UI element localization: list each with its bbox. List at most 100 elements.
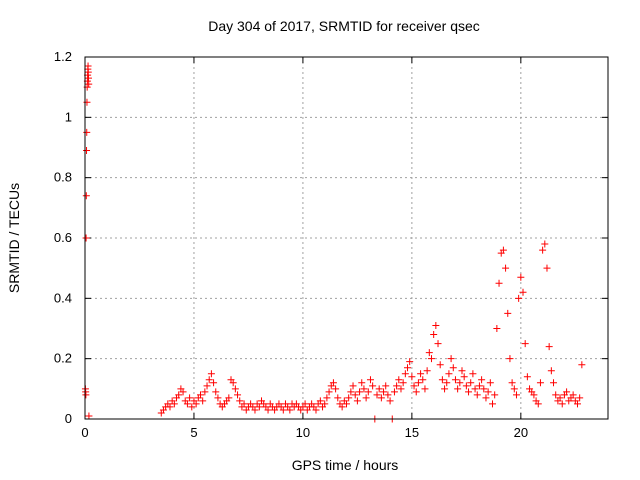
data-point (334, 394, 342, 402)
data-point (240, 400, 248, 408)
data-point (456, 379, 464, 387)
data-point (395, 376, 403, 384)
x-axis-label: GPS time / hours (292, 457, 399, 473)
data-point (316, 397, 324, 405)
data-point (345, 394, 353, 402)
data-point (521, 340, 529, 348)
x-tick-label: 15 (405, 425, 419, 440)
data-point (399, 379, 407, 387)
y-tick-label: 0.6 (54, 230, 72, 245)
x-tick-label: 20 (514, 425, 528, 440)
data-point (179, 388, 187, 396)
data-point (460, 373, 468, 381)
data-point (573, 400, 581, 408)
data-point (366, 376, 374, 384)
data-point (323, 394, 331, 402)
data-point (83, 147, 91, 155)
data-point (408, 373, 416, 381)
data-point (569, 391, 577, 399)
data-point (188, 403, 196, 411)
y-tick-label: 0.8 (54, 170, 72, 185)
chart-title: Day 304 of 2017, SRMTID for receiver qse… (208, 18, 480, 34)
data-point (325, 388, 333, 396)
data-point (343, 400, 350, 408)
data-point (515, 294, 523, 302)
data-point (264, 406, 272, 414)
data-point (447, 355, 455, 363)
data-point (364, 388, 372, 396)
data-point (465, 388, 473, 396)
data-point (545, 343, 553, 351)
data-point (536, 379, 544, 387)
data-point (82, 234, 90, 242)
data-point (469, 370, 477, 378)
x-tick-label: 10 (296, 425, 310, 440)
data-point (82, 391, 90, 399)
data-point (369, 382, 377, 390)
data-point (83, 128, 91, 136)
data-point (425, 349, 433, 357)
data-point (321, 400, 329, 408)
data-point (255, 403, 263, 411)
data-point (347, 388, 355, 396)
data-point (512, 391, 520, 399)
data-point (473, 391, 481, 399)
data-point (166, 403, 174, 411)
data-point (332, 385, 340, 393)
grid (85, 57, 608, 419)
data-point (499, 246, 507, 254)
data-point (229, 379, 237, 387)
data-point (203, 382, 211, 390)
data-point (85, 412, 93, 420)
data-point (210, 379, 218, 387)
y-tick-label: 1.2 (54, 49, 72, 64)
data-point (201, 388, 209, 396)
y-tick-labels: 0 0.2 0.4 0.6 0.8 1 1.2 (54, 49, 72, 426)
data-point (397, 385, 405, 393)
data-point (404, 364, 412, 372)
data-point (482, 394, 490, 402)
data-point (212, 388, 220, 396)
data-point (478, 376, 486, 384)
data-point (380, 388, 388, 396)
data-point (192, 400, 200, 408)
data-point (556, 394, 564, 402)
data-point (441, 385, 449, 393)
data-point (454, 385, 462, 393)
data-point (406, 358, 414, 366)
data-point (225, 394, 233, 402)
data-point (445, 370, 453, 378)
plot-frame (84, 56, 609, 420)
data-point (214, 394, 222, 402)
data-point (301, 400, 309, 408)
data-point (495, 279, 503, 287)
data-point (432, 321, 440, 329)
data-point (196, 391, 204, 399)
data-point (234, 391, 242, 399)
data-point (491, 391, 499, 399)
data-point (390, 388, 398, 396)
data-point (183, 400, 191, 408)
data-point (471, 385, 479, 393)
data-point (382, 382, 390, 390)
data-point (576, 394, 584, 402)
data-point (436, 361, 444, 369)
data-point (375, 385, 383, 393)
data-point (510, 385, 518, 393)
x-tick-label: 5 (190, 425, 197, 440)
data-point (84, 74, 92, 82)
data-point (419, 376, 427, 384)
data-point (449, 364, 457, 372)
data-point (421, 385, 429, 393)
data-point (362, 394, 370, 402)
data-point (475, 382, 483, 390)
data-point (493, 325, 501, 332)
data-point (550, 379, 558, 387)
y-tick-label: 1 (65, 109, 72, 124)
y-tick-label: 0.2 (54, 351, 72, 366)
data-point (279, 406, 287, 414)
data-point (543, 264, 551, 272)
data-point (377, 394, 385, 402)
data-point (558, 400, 566, 408)
data-point (563, 388, 571, 396)
